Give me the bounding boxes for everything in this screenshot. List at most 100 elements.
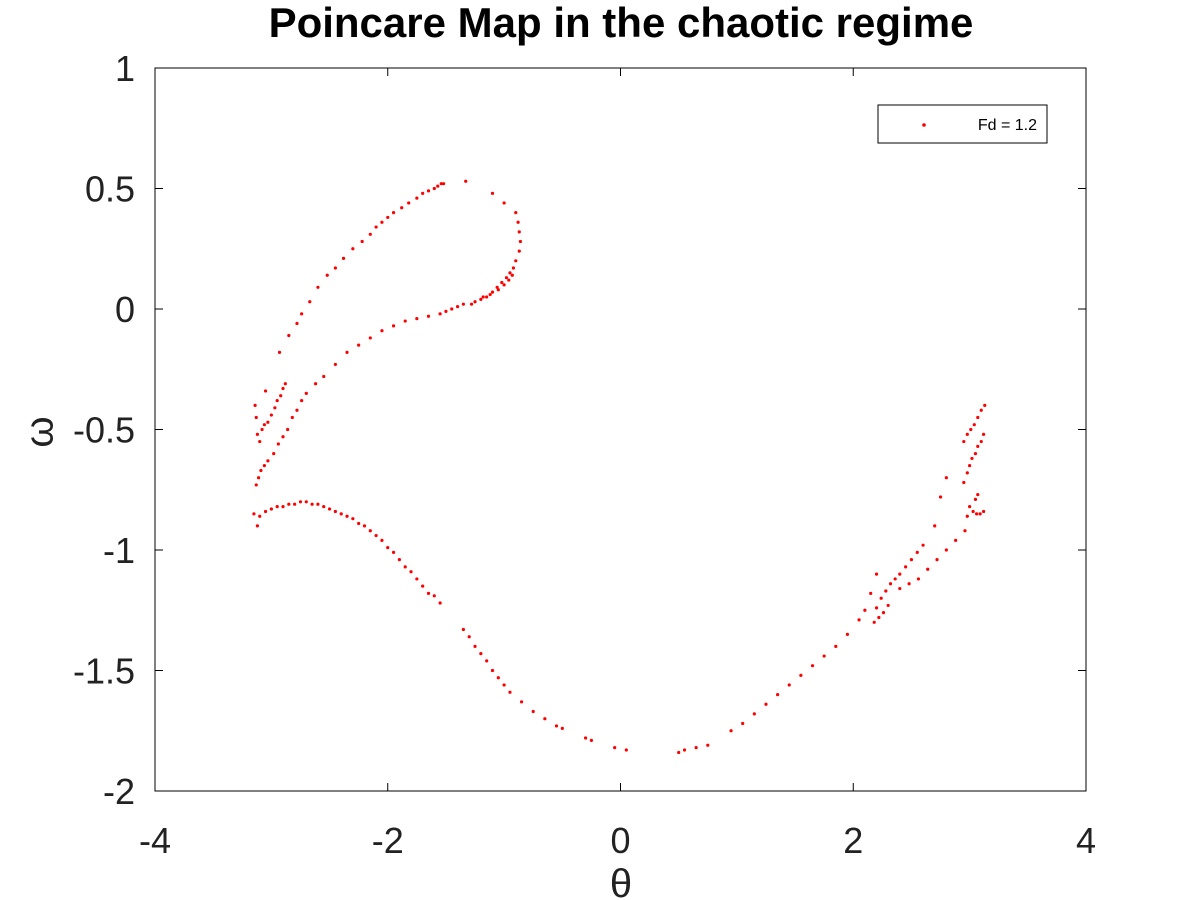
data-point xyxy=(863,608,867,612)
y-tick-label: -1.5 xyxy=(73,651,135,692)
data-point xyxy=(259,468,263,473)
data-point xyxy=(490,668,495,673)
data-point xyxy=(403,565,407,569)
data-point xyxy=(490,290,495,294)
data-point xyxy=(313,382,318,386)
data-point xyxy=(461,302,465,306)
data-point xyxy=(935,558,939,562)
data-point xyxy=(884,589,888,593)
data-point xyxy=(277,350,282,354)
data-point xyxy=(706,743,710,747)
data-point xyxy=(944,476,948,480)
chart-title: Poincare Map in the chaotic regime xyxy=(269,0,974,46)
data-point xyxy=(518,239,523,244)
data-point xyxy=(316,285,320,289)
data-point xyxy=(467,635,471,639)
data-point xyxy=(976,444,980,448)
data-point xyxy=(517,230,521,234)
x-tick-label: 0 xyxy=(610,820,630,861)
data-point xyxy=(963,529,967,533)
data-point xyxy=(874,572,879,576)
data-point xyxy=(981,509,986,514)
data-point xyxy=(479,652,483,656)
data-point xyxy=(677,750,681,755)
data-point xyxy=(822,654,826,658)
data-point xyxy=(386,215,390,220)
data-point xyxy=(254,415,258,420)
data-point xyxy=(254,483,258,487)
data-point xyxy=(857,618,861,622)
data-point xyxy=(263,389,268,393)
data-point xyxy=(469,302,474,306)
data-point xyxy=(351,247,355,251)
data-point xyxy=(904,565,908,569)
data-points xyxy=(252,179,987,755)
data-point xyxy=(881,611,886,615)
legend-marker xyxy=(922,123,926,127)
y-tick-label: 0.5 xyxy=(85,169,135,210)
data-point xyxy=(293,502,297,506)
data-point xyxy=(333,266,337,270)
data-point xyxy=(253,403,257,407)
data-point xyxy=(481,295,485,299)
data-point xyxy=(464,179,468,183)
data-point xyxy=(391,550,396,555)
data-point xyxy=(907,582,911,586)
data-point xyxy=(415,577,419,581)
data-point xyxy=(554,724,559,728)
data-point xyxy=(886,603,890,608)
data-point xyxy=(514,259,518,263)
data-point xyxy=(962,439,966,444)
data-point xyxy=(269,413,273,417)
data-point xyxy=(256,476,261,480)
data-point xyxy=(300,312,304,316)
data-point xyxy=(893,577,897,581)
y-tick-label: 1 xyxy=(115,48,135,89)
data-point xyxy=(260,427,264,432)
data-point xyxy=(921,543,925,547)
data-point xyxy=(954,538,958,542)
data-point xyxy=(380,538,384,542)
data-point xyxy=(776,693,780,697)
y-tick-label: -1 xyxy=(103,530,135,571)
data-point xyxy=(295,321,299,326)
data-point xyxy=(281,505,285,509)
data-point xyxy=(516,220,520,224)
data-point xyxy=(496,288,500,292)
data-point xyxy=(976,415,980,420)
data-point xyxy=(560,726,564,730)
data-point xyxy=(968,505,972,509)
data-point xyxy=(490,191,495,195)
x-tick-label: -4 xyxy=(139,820,171,861)
data-point xyxy=(514,211,518,215)
data-point xyxy=(473,644,477,649)
data-point xyxy=(300,398,304,403)
data-point xyxy=(290,415,294,420)
data-point xyxy=(281,386,285,391)
data-point xyxy=(322,374,326,379)
plot-frame xyxy=(154,67,1087,792)
data-point xyxy=(258,439,262,444)
data-point xyxy=(436,184,440,188)
data-point xyxy=(877,615,881,620)
x-axis-label: θ xyxy=(610,862,632,900)
data-point xyxy=(262,464,266,468)
data-point xyxy=(965,514,969,518)
data-point xyxy=(426,314,431,318)
data-point xyxy=(898,572,902,576)
data-point xyxy=(263,509,268,514)
data-point xyxy=(415,196,419,200)
data-point xyxy=(279,394,283,398)
data-point xyxy=(357,343,361,347)
data-point xyxy=(479,297,483,301)
y-tick-label: -2 xyxy=(103,771,135,812)
data-point xyxy=(519,700,524,704)
data-point xyxy=(531,709,535,714)
data-point xyxy=(973,497,978,501)
data-point xyxy=(304,500,308,504)
data-point xyxy=(368,336,372,340)
data-point xyxy=(455,304,460,309)
y-axis-label: ω xyxy=(18,416,62,447)
data-point xyxy=(461,627,465,632)
